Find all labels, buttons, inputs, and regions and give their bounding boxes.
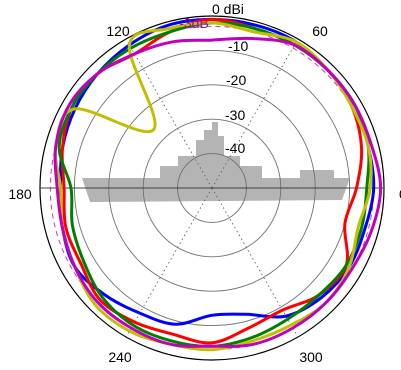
radial-tick-label: 0 dBi [212, 1, 244, 17]
grid-spoke [125, 38, 213, 189]
ship-aft-deck [300, 170, 334, 178]
grid-spoke [125, 187, 213, 338]
angle-label: 120 [106, 23, 130, 39]
angle-label: 180 [8, 186, 32, 202]
grid-spoke [211, 187, 299, 338]
series-group [53, 17, 383, 352]
label-group: 0 dBi -10 -20 -30 -40 60 120 180 240 300 0 -3dB [8, 1, 401, 365]
grid-spoke [211, 38, 299, 189]
angle-label: 0 [399, 186, 401, 202]
angle-label: 240 [108, 349, 132, 365]
reference-circle-label: -3dB [179, 15, 209, 31]
ship-hull [82, 178, 350, 202]
radial-tick-label: -30 [225, 107, 245, 123]
radial-tick-label: -10 [228, 38, 248, 54]
series-line-4 [53, 21, 373, 352]
angle-label: 60 [312, 23, 328, 39]
polar-grid [39, 15, 385, 361]
ship-silhouette-icon [82, 122, 350, 202]
angle-label: 300 [299, 349, 323, 365]
ship-superstructure [160, 122, 262, 178]
radial-tick-label: -20 [226, 72, 246, 88]
series-line-5 [53, 36, 383, 348]
radial-tick-label: -40 [225, 140, 245, 156]
